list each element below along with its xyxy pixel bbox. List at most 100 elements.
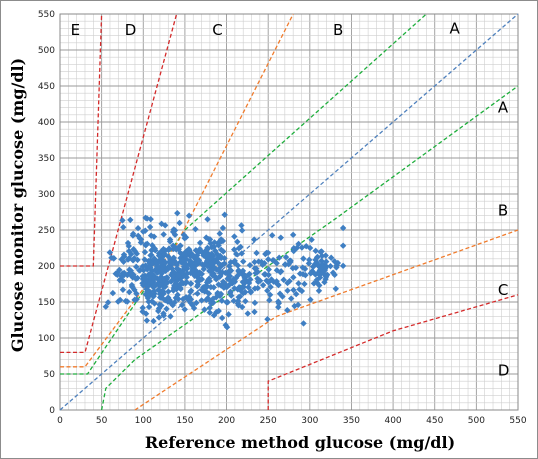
data-point [204, 295, 211, 302]
data-point [129, 232, 137, 239]
data-point [275, 254, 283, 261]
data-point [157, 259, 164, 266]
data-point [106, 249, 114, 256]
data-point [177, 267, 184, 275]
data-point [134, 274, 141, 282]
data-point [133, 263, 140, 271]
data-point [174, 209, 181, 217]
data-point [296, 270, 304, 277]
y-tick-label: 200 [38, 262, 55, 272]
data-point [143, 215, 151, 222]
data-point [227, 259, 234, 266]
data-point [155, 307, 162, 315]
data-point [208, 271, 216, 279]
data-point [176, 219, 183, 227]
y-tick-label: 150 [38, 298, 55, 308]
data-point [170, 269, 178, 276]
data-point [313, 276, 321, 284]
data-point [223, 324, 231, 331]
zone-label: A [498, 99, 509, 117]
data-point [306, 244, 314, 252]
data-point [166, 238, 174, 245]
data-point [187, 288, 194, 296]
zone-label: C [212, 21, 222, 39]
data-point [329, 269, 337, 276]
x-tick-label: 450 [426, 416, 443, 426]
data-point [194, 249, 202, 257]
data-point [217, 272, 224, 280]
boundary-line-D-upper [60, 13, 103, 267]
data-point [244, 310, 251, 317]
data-point [109, 289, 117, 297]
data-point [321, 279, 328, 286]
data-point [238, 250, 245, 257]
data-point [104, 299, 112, 306]
data-point [200, 265, 207, 273]
data-point [217, 236, 225, 243]
data-point [160, 231, 167, 238]
data-point [184, 270, 191, 277]
data-point [175, 295, 182, 303]
zone-labels: E D C B A A B C D [71, 19, 510, 379]
data-point [147, 232, 155, 239]
data-point [332, 285, 339, 292]
data-point [150, 292, 157, 300]
data-point [141, 248, 149, 256]
zone-label: A [450, 19, 461, 37]
data-point [222, 321, 229, 329]
data-point [165, 253, 172, 260]
data-point [198, 297, 205, 304]
data-point [139, 308, 146, 315]
data-point [181, 306, 188, 313]
data-point [155, 252, 163, 259]
data-point [253, 249, 260, 257]
y-tick-label: 450 [38, 82, 55, 92]
zone-label: D [125, 21, 137, 39]
data-point [327, 254, 335, 261]
zone-boundaries [59, 13, 519, 411]
zone-label: E [71, 21, 80, 39]
data-point [251, 258, 258, 266]
data-point [172, 279, 180, 287]
data-point [310, 263, 317, 270]
data-point [282, 253, 290, 261]
y-tick-label: 250 [38, 226, 55, 236]
data-point [151, 300, 158, 307]
data-point [254, 278, 262, 285]
data-point [251, 308, 258, 316]
data-point [150, 317, 157, 325]
data-point [163, 305, 170, 313]
y-tick-label: 500 [38, 46, 55, 56]
data-point [312, 247, 319, 255]
data-point [131, 247, 139, 255]
data-point [125, 247, 133, 255]
data-point [246, 270, 253, 278]
zone-label: D [498, 361, 510, 379]
data-point [131, 296, 138, 304]
data-point [276, 290, 284, 297]
data-point [173, 246, 180, 253]
data-point [206, 277, 213, 285]
data-point [273, 267, 281, 274]
data-point [162, 259, 169, 266]
data-point [194, 281, 202, 288]
data-point [140, 228, 147, 235]
x-tick-label: 300 [301, 416, 318, 426]
x-tick-label: 0 [57, 416, 63, 426]
data-point [264, 287, 271, 294]
data-point [217, 252, 224, 260]
data-point [120, 223, 127, 231]
data-point [240, 258, 247, 265]
data-point [119, 270, 126, 277]
data-point [118, 256, 125, 263]
data-point [321, 267, 328, 274]
data-point [194, 290, 201, 297]
x-tick-label: 350 [343, 416, 360, 426]
data-point [157, 282, 165, 289]
data-point [206, 267, 213, 275]
data-point [171, 282, 178, 289]
data-point [315, 287, 323, 294]
data-point [160, 310, 167, 317]
data-point [145, 263, 152, 270]
data-point [167, 313, 174, 320]
